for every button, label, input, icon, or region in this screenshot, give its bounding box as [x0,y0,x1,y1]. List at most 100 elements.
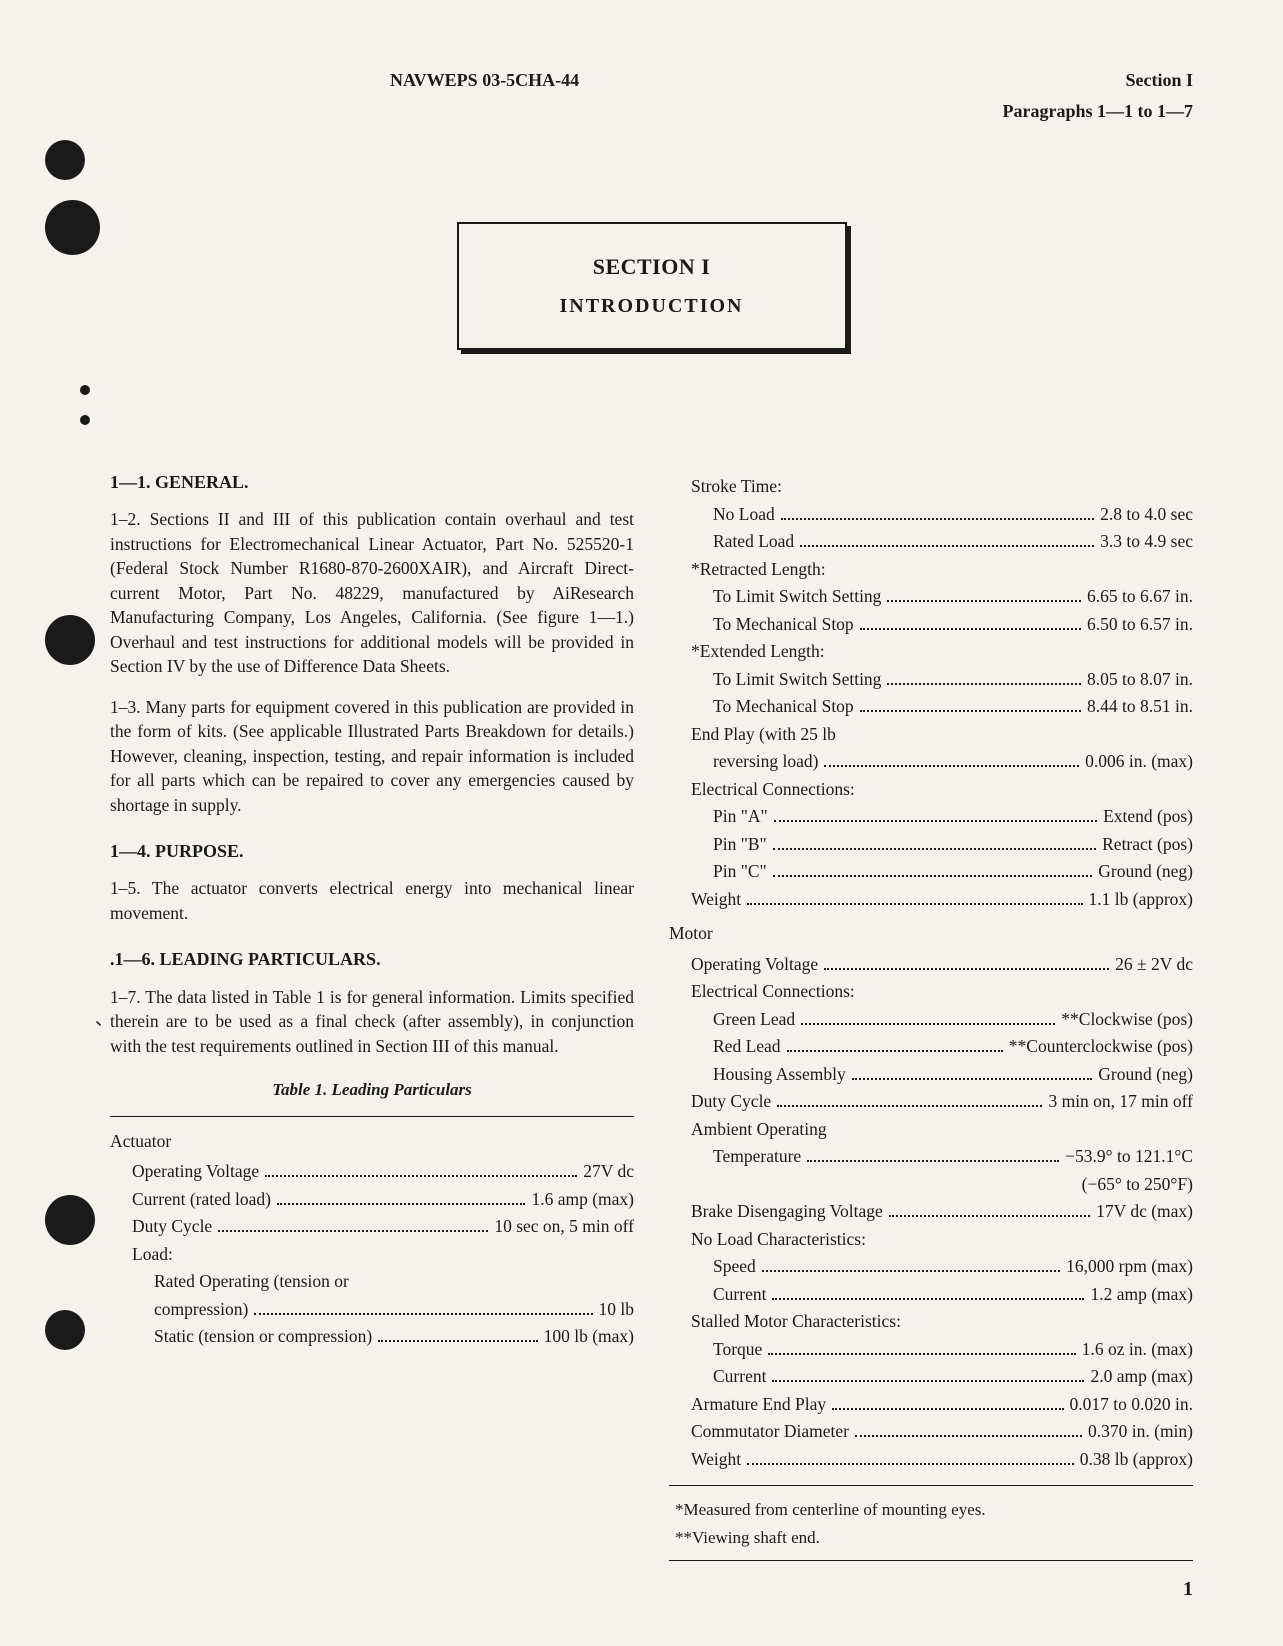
spec-label: No Load Characteristics: [691,1227,866,1252]
spec-value: 1.6 amp (max) [531,1187,634,1212]
spec-value: Extend (pos) [1103,804,1193,829]
spec-value: 100 lb (max) [544,1324,634,1349]
spec-label: Temperature [713,1144,801,1169]
spec-retracted-limit: To Limit Switch Setting6.65 to 6.67 in. [669,584,1193,609]
spec-value: 26 ± 2V dc [1115,952,1193,977]
spec-noload-title: No Load Characteristics: [669,1227,1193,1252]
spec-label: Brake Disengaging Voltage [691,1199,883,1224]
spec-retracted-title: *Retracted Length: [669,557,1193,582]
scan-speck [80,385,90,395]
spec-motor-voltage: Operating Voltage26 ± 2V dc [669,952,1193,977]
right-column: Stroke Time: No Load2.8 to 4.0 sec Rated… [669,470,1193,1573]
spec-label: Commutator Diameter [691,1419,849,1444]
spec-value: 3 min on, 17 min off [1048,1089,1193,1114]
spec-label: Current (rated load) [132,1187,271,1212]
footnote-2: **Viewing shaft end. [675,1526,1193,1550]
table-rule [110,1116,634,1117]
spec-value: **Counterclockwise (pos) [1009,1034,1193,1059]
spec-label: To Limit Switch Setting [713,584,881,609]
spec-label: Pin "A" [713,804,768,829]
spec-ambient: Temperature−53.9° to 121.1°C [669,1144,1193,1169]
spec-motor-elec-title: Electrical Connections: [669,979,1193,1004]
table-rule [669,1485,1193,1486]
spec-retracted-stop: To Mechanical Stop6.50 to 6.57 in. [669,612,1193,637]
heading-general: 1—1. GENERAL. [110,470,634,495]
left-column: 1—1. GENERAL. 1–2. Sections II and III o… [110,470,634,1573]
spec-load-static: Static (tension or compression)100 lb (m… [110,1324,634,1349]
spec-ambient-l1: Ambient Operating [669,1117,1193,1142]
spec-label: Red Lead [713,1034,781,1059]
spec-value: 10 sec on, 5 min off [494,1214,634,1239]
spec-green-lead: Green Lead **Clockwise (pos) [669,1007,1193,1032]
spec-value: 2.8 to 4.0 sec [1100,502,1193,527]
spec-armature: Armature End Play0.017 to 0.020 in. [669,1392,1193,1417]
footnote-1: *Measured from centerline of mounting ey… [675,1498,1193,1522]
spec-label: No Load [713,502,775,527]
spec-label: To Mechanical Stop [713,694,854,719]
spec-value: **Clockwise (pos) [1061,1007,1193,1032]
spec-extended-title: *Extended Length: [669,639,1193,664]
spec-extended-stop: To Mechanical Stop 8.44 to 8.51 in. [669,694,1193,719]
spec-pin-c: Pin "C" Ground (neg) [669,859,1193,884]
spec-value: 17V dc (max) [1096,1199,1193,1224]
spec-load-title: Load: [110,1242,634,1267]
spec-motor-weight: Weight0.38 lb (approx) [669,1447,1193,1472]
body-columns: 1—1. GENERAL. 1–2. Sections II and III o… [110,470,1193,1573]
spec-stalled-torque: Torque1.6 oz in. (max) [669,1337,1193,1362]
spec-label: Load: [132,1242,173,1267]
doc-id: NAVWEPS 03-5CHA-44 [390,70,579,91]
para-1-2: 1–2. Sections II and III of this publica… [110,507,634,679]
spec-value: 0.017 to 0.020 in. [1070,1392,1193,1417]
spec-label: Electrical Connections: [691,777,855,802]
spec-label: Pin "C" [713,859,767,884]
spec-label: Weight [691,887,741,912]
spec-label: Ambient Operating [691,1117,827,1142]
spec-label: Housing Assembly [713,1062,846,1087]
spec-brake: Brake Disengaging Voltage 17V dc (max) [669,1199,1193,1224]
punch-hole [45,140,85,180]
punch-hole [45,1310,85,1350]
spec-noload-speed: Speed 16,000 rpm (max) [669,1254,1193,1279]
spec-ambient-f: (−65° to 250°F) [669,1172,1193,1197]
spec-stalled-current: Current2.0 amp (max) [669,1364,1193,1389]
para-1-3: 1–3. Many parts for equipment covered in… [110,695,634,818]
spec-label: Electrical Connections: [691,979,855,1004]
table-rule [669,1560,1193,1561]
spec-label: Torque [713,1337,762,1362]
para-1-7: 1–7. The data listed in Table 1 is for g… [110,985,634,1059]
spec-label: Current [713,1364,766,1389]
spec-label: Current [713,1282,766,1307]
section-number: SECTION I [479,254,825,280]
spec-label: To Limit Switch Setting [713,667,881,692]
spec-stroke-noload: No Load 2.8 to 4.0 sec [669,502,1193,527]
spec-label: Speed [713,1254,756,1279]
punch-hole [45,1195,95,1245]
spec-label: *Retracted Length: [691,557,826,582]
para-1-5: 1–5. The actuator converts electrical en… [110,876,634,925]
spec-value: 27V dc [583,1159,634,1184]
spec-load-rated-l1: Rated Operating (tension or [110,1269,634,1294]
spec-value: Ground (neg) [1098,1062,1193,1087]
spec-commutator: Commutator Diameter 0.370 in. (min) [669,1419,1193,1444]
spec-label: Pin "B" [713,832,767,857]
spec-label: End Play (with 25 lb [691,722,836,747]
spec-duty-cycle: Duty Cycle10 sec on, 5 min off [110,1214,634,1239]
section-title-box: SECTION I INTRODUCTION [457,222,847,350]
spec-value: 16,000 rpm (max) [1066,1254,1193,1279]
spec-value: Ground (neg) [1098,859,1193,884]
spec-value: 8.05 to 8.07 in. [1087,667,1193,692]
spec-label: Green Lead [713,1007,795,1032]
scan-speck [80,415,90,425]
spec-elec-title: Electrical Connections: [669,777,1193,802]
spec-stalled-title: Stalled Motor Characteristics: [669,1309,1193,1334]
spec-value: 8.44 to 8.51 in. [1087,694,1193,719]
spec-pin-a: Pin "A" Extend (pos) [669,804,1193,829]
spec-noload-current: Current1.2 amp (max) [669,1282,1193,1307]
spec-label: Stroke Time: [691,474,782,499]
spec-current: Current (rated load) 1.6 amp (max) [110,1187,634,1212]
heading-purpose: 1—4. PURPOSE. [110,839,634,864]
spec-extended-limit: To Limit Switch Setting 8.05 to 8.07 in. [669,667,1193,692]
spec-value: 0.370 in. (min) [1088,1419,1193,1444]
page-header: NAVWEPS 03-5CHA-44 Section I [110,70,1193,91]
section-label: Section I [1126,70,1194,91]
